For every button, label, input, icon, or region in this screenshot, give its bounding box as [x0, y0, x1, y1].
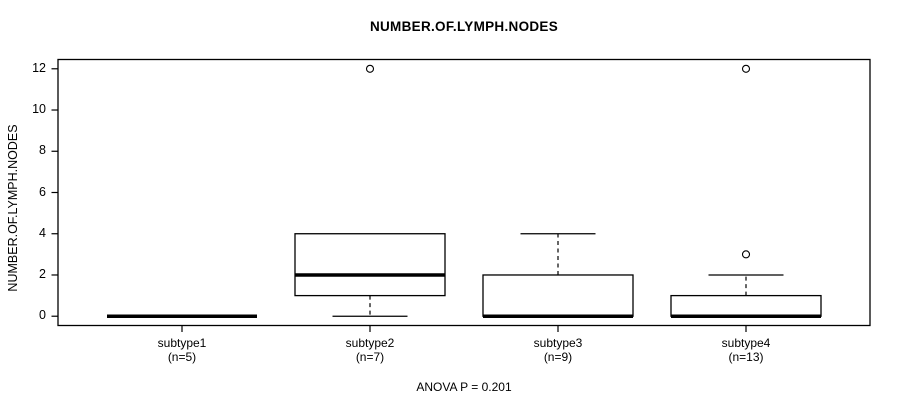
group-sublabel: (n=7)	[355, 349, 385, 364]
outlier-point	[741, 64, 751, 73]
group-label: subtype4	[721, 336, 771, 350]
group-axis-label: subtype3 (n=9)	[483, 336, 633, 364]
y-tick-label: 0	[39, 308, 46, 323]
chart-title: NUMBER.OF.LYMPH.NODES	[369, 19, 559, 34]
anova-note: ANOVA P = 0.201	[416, 380, 512, 394]
y-tick-label: 12	[32, 60, 46, 75]
group-sublabel: (n=9)	[543, 349, 573, 364]
group-label: subtype2	[345, 336, 395, 350]
plot-border	[57, 58, 871, 327]
box-subtype2	[294, 233, 446, 297]
group-axis-label: subtype2 (n=7)	[295, 336, 445, 364]
group-sublabel: (n=13)	[728, 349, 764, 364]
y-tick-label: 6	[39, 184, 46, 199]
outlier-point	[741, 250, 751, 259]
y-tick-label: 8	[39, 143, 46, 158]
y-tick-label: 4	[39, 225, 46, 240]
group-axis-label: subtype4 (n=13)	[671, 336, 821, 364]
box-subtype4	[670, 294, 822, 317]
box-subtype3	[482, 274, 634, 317]
group-axis-label: subtype1 (n=5)	[107, 336, 257, 364]
y-tick-label: 10	[32, 102, 46, 117]
group-sublabel: (n=5)	[167, 349, 197, 364]
y-tick-label: 2	[39, 266, 46, 281]
group-label: subtype3	[533, 336, 583, 350]
outlier-point	[365, 64, 375, 73]
group-label: subtype1	[157, 336, 207, 350]
